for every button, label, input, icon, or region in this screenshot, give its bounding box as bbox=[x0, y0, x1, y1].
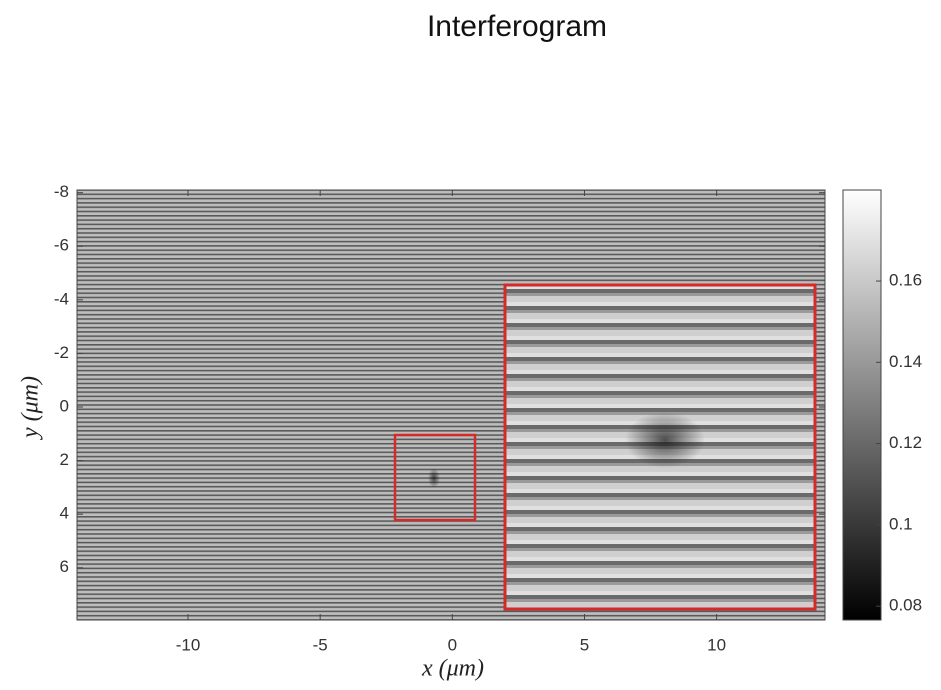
x-tick-label: -5 bbox=[313, 635, 328, 654]
colorbar-tick-label: 0.1 bbox=[889, 514, 913, 533]
y-tick-label: 2 bbox=[60, 450, 69, 469]
y-tick-label: 4 bbox=[60, 504, 69, 523]
y-axis-label: y (μm) bbox=[18, 376, 44, 440]
y-tick-label: -4 bbox=[54, 289, 69, 308]
x-tick-label: 10 bbox=[707, 635, 726, 654]
colorbar bbox=[842, 189, 882, 621]
plot-frame bbox=[76, 189, 826, 621]
x-axis-label: x (μm) bbox=[421, 656, 484, 682]
region-box bbox=[393, 433, 477, 522]
heatmap-image bbox=[76, 189, 826, 621]
x-tick-label: 0 bbox=[448, 635, 457, 654]
x-tick-label: 5 bbox=[580, 635, 589, 654]
y-tick-label: -6 bbox=[54, 236, 69, 255]
colorbar-tick-label: 0.12 bbox=[889, 433, 922, 452]
colorbar-tick-label: 0.16 bbox=[889, 271, 922, 290]
y-tick-label: -8 bbox=[54, 182, 69, 201]
y-tick-label: 6 bbox=[60, 557, 69, 576]
chart-title: Interferogram bbox=[427, 10, 607, 43]
colorbar-tick-label: 0.08 bbox=[889, 596, 922, 615]
inset-border bbox=[503, 283, 817, 611]
colorbar-tick-label: 0.14 bbox=[889, 352, 922, 371]
y-tick-label: -2 bbox=[54, 343, 69, 362]
x-tick-label: -10 bbox=[176, 635, 201, 654]
y-tick-label: 0 bbox=[60, 396, 69, 415]
